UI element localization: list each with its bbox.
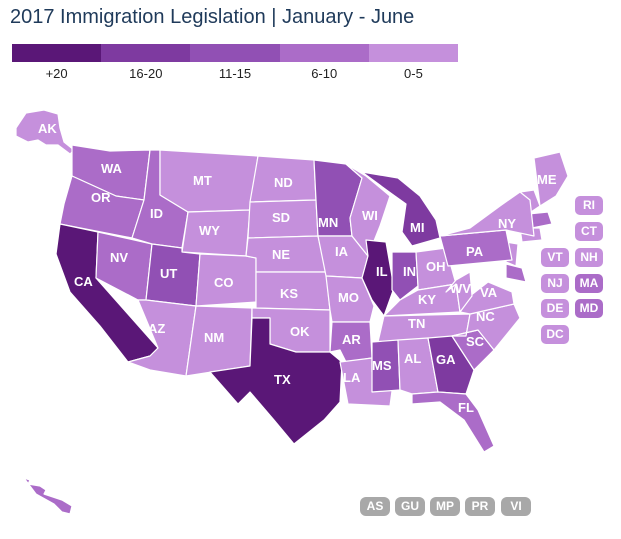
state-shape-mt[interactable] bbox=[159, 149, 259, 213]
state-shape-in[interactable] bbox=[391, 251, 419, 301]
state-shape-me[interactable] bbox=[533, 151, 569, 207]
state-label-hi: HI bbox=[78, 476, 91, 491]
territory-pr[interactable]: PR bbox=[465, 497, 495, 516]
small-state-de[interactable]: DE bbox=[541, 299, 569, 318]
legend-label-1: +20 bbox=[45, 66, 68, 81]
state-shape-sd[interactable] bbox=[247, 199, 319, 239]
state-shape-fl[interactable] bbox=[411, 391, 495, 453]
small-state-nj[interactable]: NJ bbox=[541, 274, 569, 293]
small-state-ri[interactable]: RI bbox=[575, 196, 603, 215]
small-state-vt[interactable]: VT bbox=[541, 248, 569, 267]
legend-swatch-1 bbox=[12, 44, 102, 62]
small-state-md[interactable]: MD bbox=[575, 299, 603, 318]
state-shape-wy[interactable] bbox=[181, 209, 251, 257]
state-shape-ne[interactable] bbox=[245, 235, 327, 273]
small-state-dc[interactable]: DC bbox=[541, 325, 569, 344]
legend: +20 16-20 11-15 6-10 0-5 bbox=[12, 44, 459, 81]
state-shape-hi[interactable] bbox=[23, 477, 73, 515]
state-shape-ar[interactable] bbox=[329, 321, 373, 363]
map-title: 2017 Immigration Legislation | January -… bbox=[10, 6, 415, 28]
legend-swatch-3 bbox=[190, 44, 280, 62]
small-state-ct[interactable]: CT bbox=[575, 222, 603, 241]
territory-gu[interactable]: GU bbox=[395, 497, 425, 516]
state-shape-ut[interactable] bbox=[145, 243, 201, 307]
legend-label-5: 0-5 bbox=[404, 66, 423, 81]
territory-vi[interactable]: VI bbox=[501, 497, 531, 516]
state-shape-ks[interactable] bbox=[255, 271, 331, 311]
state-shape-ga[interactable] bbox=[427, 335, 475, 395]
state-shape-ms[interactable] bbox=[371, 339, 401, 393]
legend-label-4: 6-10 bbox=[311, 66, 338, 81]
state-shape-mi[interactable] bbox=[361, 171, 441, 247]
legend-swatch-2 bbox=[101, 44, 191, 62]
legend-label-3: 11-15 bbox=[218, 66, 252, 81]
state-shape-co[interactable] bbox=[195, 253, 257, 307]
legend-label-2: 16-20 bbox=[129, 66, 163, 81]
territory-as[interactable]: AS bbox=[360, 497, 390, 516]
state-shape-tx[interactable] bbox=[209, 317, 343, 445]
state-shape-nd[interactable] bbox=[249, 155, 317, 203]
territory-mp[interactable]: MP bbox=[430, 497, 460, 516]
small-state-nh[interactable]: NH bbox=[575, 248, 603, 267]
legend-swatch-5 bbox=[368, 44, 459, 62]
legend-swatch-4 bbox=[279, 44, 369, 62]
state-shape-ak[interactable] bbox=[15, 109, 75, 155]
state-shape-nm[interactable] bbox=[185, 305, 253, 377]
states-layer bbox=[15, 109, 569, 515]
small-state-ma[interactable]: MA bbox=[575, 274, 603, 293]
state-shape-wv[interactable] bbox=[445, 271, 473, 313]
state-shape-md-de[interactable] bbox=[505, 263, 527, 283]
state-shape-ny[interactable] bbox=[439, 191, 535, 237]
state-shape-il[interactable] bbox=[361, 239, 395, 317]
